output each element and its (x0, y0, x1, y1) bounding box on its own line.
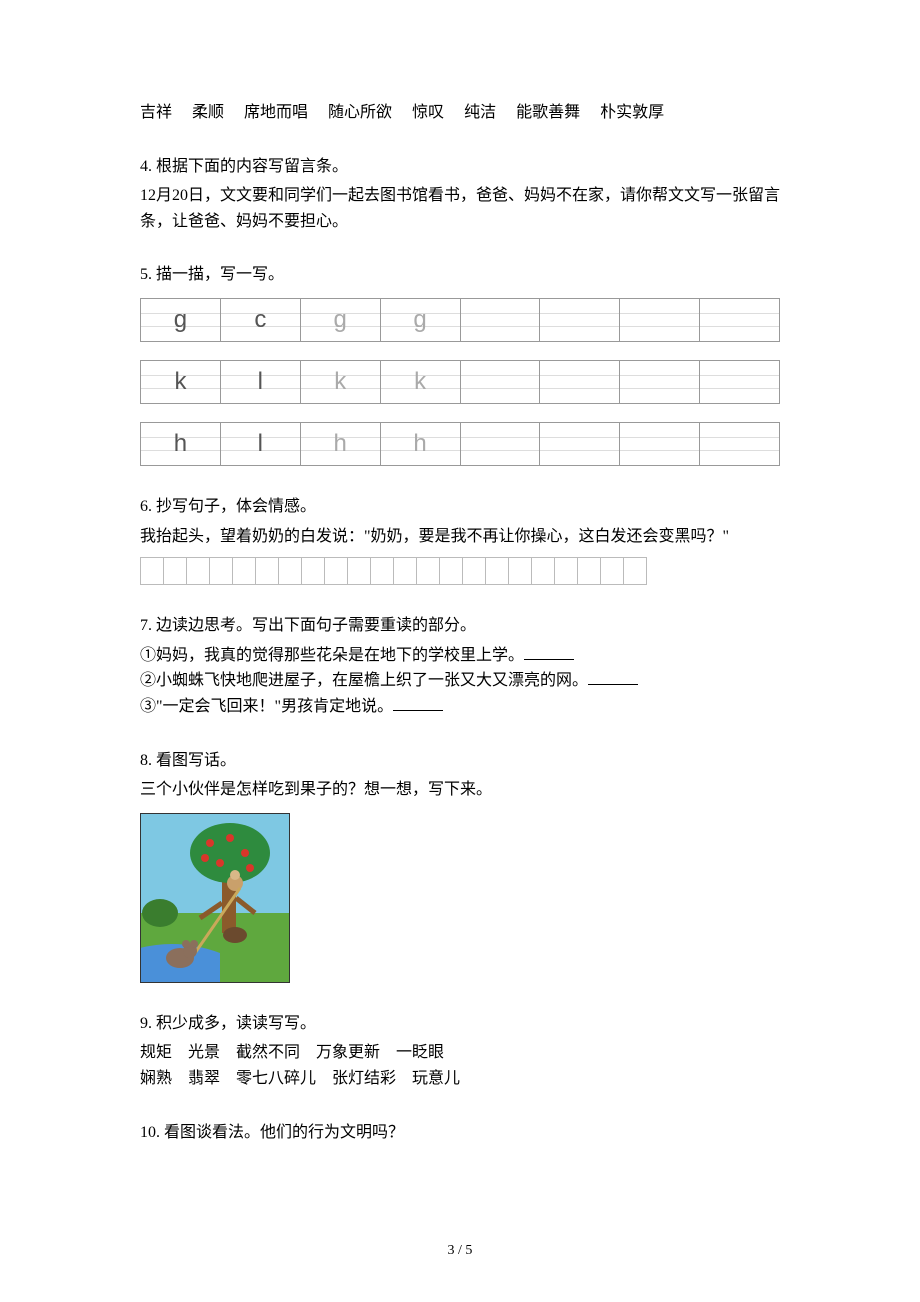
page-number: 3 / 5 (0, 1240, 920, 1262)
sentence-grid (140, 557, 780, 585)
question-10: 10. 看图谈看法。他们的行为文明吗？ (140, 1120, 780, 1146)
sentence-cell (370, 557, 394, 585)
writing-cell (460, 361, 540, 403)
sentence-cell (163, 557, 187, 585)
sentence-cell (439, 557, 463, 585)
writing-cell: g (380, 299, 460, 341)
writing-cell: h (300, 423, 380, 465)
writing-grid-row: klkk (140, 360, 780, 404)
question-7-line2-text: ②小蜘蛛飞快地爬进屋子，在屋檐上织了一张又大又漂亮的网。 (140, 672, 588, 689)
word: 吉祥 (140, 104, 172, 121)
writing-cell (619, 423, 699, 465)
word: 能歌善舞 (516, 104, 580, 121)
writing-cell (539, 361, 619, 403)
writing-cell: k (300, 361, 380, 403)
question-7-line2: ②小蜘蛛飞快地爬进屋子，在屋檐上织了一张又大又漂亮的网。 (140, 668, 780, 694)
writing-cell (619, 299, 699, 341)
question-4: 4. 根据下面的内容写留言条。 12月20日，文文要和同学们一起去图书馆看书，爸… (140, 154, 780, 235)
question-7-line3: ③"一定会飞回来！"男孩肯定地说。 (140, 694, 780, 720)
writing-grid-row: hlhh (140, 422, 780, 466)
question-6: 6. 抄写句子，体会情感。 我抬起头，望着奶奶的白发说："奶奶，要是我不再让你操… (140, 494, 780, 585)
writing-cell (699, 423, 779, 465)
blank (524, 644, 574, 660)
question-9-line2: 娴熟 翡翠 零七八碎儿 张灯结彩 玩意儿 (140, 1066, 780, 1092)
writing-cell: k (140, 361, 220, 403)
sentence-cell (301, 557, 325, 585)
writing-cell (460, 423, 540, 465)
writing-cell: c (220, 299, 300, 341)
writing-cell (699, 299, 779, 341)
question-7-title: 7. 边读边思考。写出下面句子需要重读的部分。 (140, 613, 780, 639)
word: 朴实敦厚 (600, 104, 664, 121)
question-4-title: 4. 根据下面的内容写留言条。 (140, 154, 780, 180)
sentence-cell (416, 557, 440, 585)
word: 随心所欲 (328, 104, 392, 121)
sentence-cell (232, 557, 256, 585)
sentence-cell (278, 557, 302, 585)
sentence-cell (508, 557, 532, 585)
sentence-cell (577, 557, 601, 585)
writing-cell (699, 361, 779, 403)
word: 席地而唱 (244, 104, 308, 121)
blank (393, 695, 443, 711)
sentence-cell (462, 557, 486, 585)
sentence-cell (186, 557, 210, 585)
question-6-body: 我抬起头，望着奶奶的白发说："奶奶，要是我不再让你操心，这白发还会变黑吗？" (140, 524, 780, 550)
word-list: 吉祥 柔顺 席地而唱 随心所欲 惊叹 纯洁 能歌善舞 朴实敦厚 (140, 100, 780, 126)
writing-cell: h (380, 423, 460, 465)
sentence-cell (140, 557, 164, 585)
word: 惊叹 (412, 104, 444, 121)
blank (588, 669, 638, 685)
sentence-cell (209, 557, 233, 585)
word: 纯洁 (464, 104, 496, 121)
sentence-cell (255, 557, 279, 585)
writing-cell (539, 299, 619, 341)
question-8: 8. 看图写话。 三个小伙伴是怎样吃到果子的？想一想，写下来。 (140, 748, 780, 983)
question-5-title: 5. 描一描，写一写。 (140, 262, 780, 288)
question-9: 9. 积少成多，读读写写。 规矩 光景 截然不同 万象更新 一眨眼 娴熟 翡翠 … (140, 1011, 780, 1092)
writing-cell: g (300, 299, 380, 341)
sentence-cell (554, 557, 578, 585)
writing-cell: l (220, 423, 300, 465)
question-10-title: 10. 看图谈看法。他们的行为文明吗？ (140, 1120, 780, 1146)
sentence-cell (531, 557, 555, 585)
writing-grid-row: gcgg (140, 298, 780, 342)
question-7: 7. 边读边思考。写出下面句子需要重读的部分。 ①妈妈，我真的觉得那些花朵是在地… (140, 613, 780, 719)
question-8-title: 8. 看图写话。 (140, 748, 780, 774)
writing-cell (460, 299, 540, 341)
writing-cell: l (220, 361, 300, 403)
question-9-line1: 规矩 光景 截然不同 万象更新 一眨眼 (140, 1040, 780, 1066)
sentence-cell (393, 557, 417, 585)
sentence-cell (623, 557, 647, 585)
question-6-title: 6. 抄写句子，体会情感。 (140, 494, 780, 520)
writing-grids: gcggklkkhlhh (140, 298, 780, 466)
question-8-picture (140, 813, 290, 983)
writing-cell: g (140, 299, 220, 341)
question-8-body: 三个小伙伴是怎样吃到果子的？想一想，写下来。 (140, 777, 780, 803)
question-7-line3-text: ③"一定会飞回来！"男孩肯定地说。 (140, 698, 393, 715)
sentence-cell (485, 557, 509, 585)
question-7-line1: ①妈妈，我真的觉得那些花朵是在地下的学校里上学。 (140, 643, 780, 669)
word: 柔顺 (192, 104, 224, 121)
writing-cell: h (140, 423, 220, 465)
sentence-cell (347, 557, 371, 585)
sentence-cell (600, 557, 624, 585)
sentence-cell (324, 557, 348, 585)
question-5: 5. 描一描，写一写。 gcggklkkhlhh (140, 262, 780, 466)
question-7-line1-text: ①妈妈，我真的觉得那些花朵是在地下的学校里上学。 (140, 647, 524, 664)
question-9-title: 9. 积少成多，读读写写。 (140, 1011, 780, 1037)
writing-cell: k (380, 361, 460, 403)
writing-cell (539, 423, 619, 465)
question-4-body: 12月20日，文文要和同学们一起去图书馆看书，爸爸、妈妈不在家，请你帮文文写一张… (140, 183, 780, 234)
writing-cell (619, 361, 699, 403)
